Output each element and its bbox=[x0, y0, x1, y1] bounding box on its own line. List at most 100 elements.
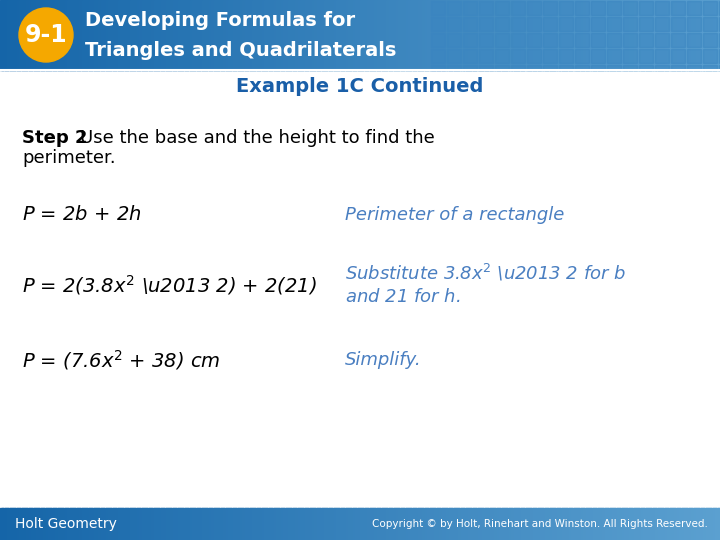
Bar bbox=[67, 0, 71, 70]
Bar bbox=[384, 508, 387, 540]
Bar bbox=[492, 508, 495, 540]
Bar bbox=[9, 508, 13, 540]
Bar bbox=[571, 508, 575, 540]
Bar bbox=[415, 508, 418, 540]
Bar bbox=[235, 0, 238, 70]
Bar bbox=[691, 0, 695, 70]
Bar bbox=[557, 508, 560, 540]
Bar bbox=[319, 508, 323, 540]
Bar bbox=[382, 508, 385, 540]
Bar bbox=[523, 0, 526, 70]
Bar bbox=[70, 0, 73, 70]
Bar bbox=[703, 49, 717, 63]
Bar bbox=[703, 508, 706, 540]
Bar bbox=[341, 508, 344, 540]
Bar bbox=[655, 33, 669, 47]
Bar bbox=[495, 65, 509, 70]
Bar bbox=[38, 0, 42, 70]
Bar bbox=[302, 508, 306, 540]
Bar bbox=[48, 508, 51, 540]
Bar bbox=[163, 0, 166, 70]
Bar bbox=[389, 0, 392, 70]
Bar bbox=[463, 0, 467, 70]
Bar bbox=[703, 0, 706, 70]
Bar bbox=[646, 508, 649, 540]
Bar bbox=[614, 508, 618, 540]
Bar bbox=[639, 1, 653, 15]
Bar bbox=[34, 0, 37, 70]
Bar bbox=[377, 0, 380, 70]
Bar bbox=[99, 508, 102, 540]
Bar bbox=[254, 508, 258, 540]
Bar bbox=[72, 0, 76, 70]
Bar bbox=[192, 0, 195, 70]
Bar bbox=[17, 508, 20, 540]
Text: $P$ = 2$b$ + 2$h$: $P$ = 2$b$ + 2$h$ bbox=[22, 206, 141, 225]
Bar bbox=[423, 0, 426, 70]
Text: Holt Geometry: Holt Geometry bbox=[15, 517, 117, 531]
Bar bbox=[214, 508, 217, 540]
Bar bbox=[461, 508, 464, 540]
Bar bbox=[698, 0, 702, 70]
Bar bbox=[682, 508, 685, 540]
Bar bbox=[31, 508, 35, 540]
Bar bbox=[528, 508, 531, 540]
Bar bbox=[590, 508, 594, 540]
Bar bbox=[187, 0, 191, 70]
Bar bbox=[279, 508, 282, 540]
Bar bbox=[549, 508, 553, 540]
Bar bbox=[24, 0, 27, 70]
Bar bbox=[463, 17, 477, 31]
Bar bbox=[91, 0, 94, 70]
Bar bbox=[497, 508, 500, 540]
Bar bbox=[369, 0, 373, 70]
Bar bbox=[559, 65, 573, 70]
Bar bbox=[441, 0, 445, 70]
Bar bbox=[431, 17, 445, 31]
Bar bbox=[595, 508, 598, 540]
Bar bbox=[135, 508, 138, 540]
Bar bbox=[671, 33, 685, 47]
Bar bbox=[703, 1, 717, 15]
Bar bbox=[607, 1, 621, 15]
Bar bbox=[377, 508, 380, 540]
Bar bbox=[91, 508, 94, 540]
Bar bbox=[166, 508, 169, 540]
Bar bbox=[211, 508, 215, 540]
Bar bbox=[146, 0, 150, 70]
Bar bbox=[408, 0, 411, 70]
Bar bbox=[315, 0, 318, 70]
Bar bbox=[547, 508, 551, 540]
Bar bbox=[492, 0, 495, 70]
Bar bbox=[322, 0, 325, 70]
Bar bbox=[689, 508, 692, 540]
Bar bbox=[542, 508, 546, 540]
Bar bbox=[521, 0, 524, 70]
Bar bbox=[571, 0, 575, 70]
Bar bbox=[447, 65, 461, 70]
Bar bbox=[687, 49, 701, 63]
Bar bbox=[125, 0, 128, 70]
Bar bbox=[151, 508, 155, 540]
Bar bbox=[434, 508, 438, 540]
Bar bbox=[101, 508, 104, 540]
Bar bbox=[646, 0, 649, 70]
Bar bbox=[591, 17, 605, 31]
Bar bbox=[533, 0, 536, 70]
Bar bbox=[713, 508, 716, 540]
Bar bbox=[603, 508, 606, 540]
Bar bbox=[531, 508, 534, 540]
Bar bbox=[149, 0, 152, 70]
Bar bbox=[372, 0, 375, 70]
Bar bbox=[559, 1, 573, 15]
Bar bbox=[199, 508, 202, 540]
Bar bbox=[115, 508, 119, 540]
Bar bbox=[466, 0, 469, 70]
Bar bbox=[81, 508, 85, 540]
Bar bbox=[557, 0, 560, 70]
Bar bbox=[482, 508, 486, 540]
Bar bbox=[660, 0, 663, 70]
Bar bbox=[43, 508, 47, 540]
Bar bbox=[612, 0, 616, 70]
Bar bbox=[387, 508, 390, 540]
